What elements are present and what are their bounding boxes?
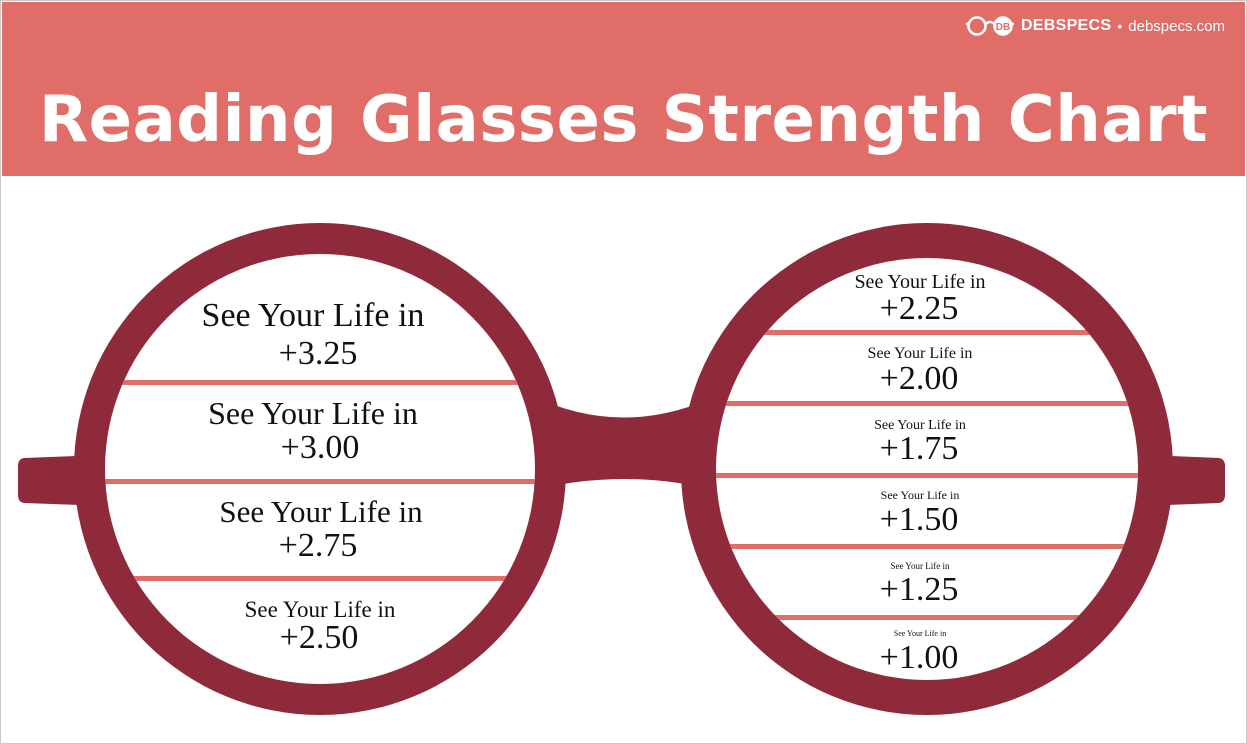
divider bbox=[716, 615, 1138, 620]
title-banner: DB DEBSPECS • debspecs.com Reading Glass… bbox=[2, 2, 1245, 176]
brand-separator: • bbox=[1117, 18, 1123, 34]
svg-text:DB: DB bbox=[996, 22, 1010, 33]
left-lens-dividers bbox=[105, 380, 535, 581]
strength-value: +1.25 bbox=[880, 571, 959, 608]
page-title: Reading Glasses Strength Chart bbox=[38, 83, 1209, 157]
strength-label: See Your Life in bbox=[219, 494, 423, 529]
bridge bbox=[526, 395, 722, 492]
right-lens bbox=[716, 258, 1138, 680]
glasses-logo-icon: DB bbox=[965, 16, 1014, 36]
divider bbox=[105, 479, 535, 484]
strength-value: +3.25 bbox=[279, 335, 358, 372]
brand-name: DEBSPECS bbox=[1020, 17, 1112, 34]
divider bbox=[105, 576, 535, 581]
divider bbox=[716, 544, 1138, 549]
strength-label: See Your Life in bbox=[868, 345, 973, 362]
divider bbox=[716, 473, 1138, 478]
strength-label: See Your Life in bbox=[245, 597, 396, 622]
strength-value: +1.00 bbox=[880, 639, 959, 676]
strength-value: +2.25 bbox=[880, 290, 959, 327]
strength-value: +1.50 bbox=[880, 501, 959, 538]
strength-label: See Your Life in bbox=[208, 395, 418, 431]
strength-value: +2.50 bbox=[280, 619, 359, 656]
divider bbox=[105, 380, 535, 385]
right-lens-dividers bbox=[716, 330, 1138, 620]
strength-label: See Your Life in bbox=[854, 271, 985, 293]
brand-url[interactable]: debspecs.com bbox=[1128, 17, 1225, 35]
strength-label: See Your Life in bbox=[881, 488, 960, 502]
strength-value: +2.75 bbox=[279, 527, 358, 564]
divider bbox=[716, 330, 1138, 335]
strength-label: See Your Life in bbox=[891, 561, 950, 571]
strength-value: +3.00 bbox=[281, 429, 360, 466]
strength-value: +2.00 bbox=[880, 360, 959, 397]
brand[interactable]: DB DEBSPECS • debspecs.com bbox=[965, 14, 1225, 38]
divider bbox=[716, 401, 1138, 406]
strength-label: See Your Life in bbox=[202, 297, 425, 334]
strength-label: See Your Life in bbox=[894, 629, 946, 638]
strength-label: See Your Life in bbox=[874, 418, 966, 433]
strength-value: +1.75 bbox=[880, 430, 959, 467]
